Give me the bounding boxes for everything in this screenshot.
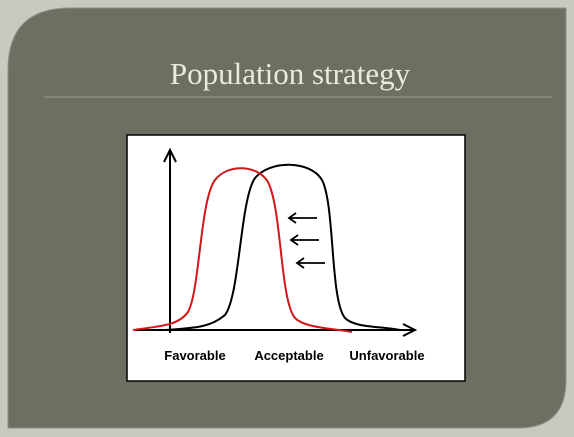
current-curve <box>164 163 401 331</box>
x-label: Favorable <box>164 348 225 363</box>
x-label: Acceptable <box>254 348 323 363</box>
slide-title: Population strategy <box>170 56 411 91</box>
x-label: Unfavorable <box>349 348 424 363</box>
y-axis-arrow <box>163 147 177 163</box>
shifted-curve <box>132 167 353 333</box>
x-axis-arrow <box>402 323 418 337</box>
diagram-frame <box>126 134 466 382</box>
shift-arrows <box>287 212 325 269</box>
diagram: Favorable Acceptable Unfavorable <box>126 134 466 382</box>
